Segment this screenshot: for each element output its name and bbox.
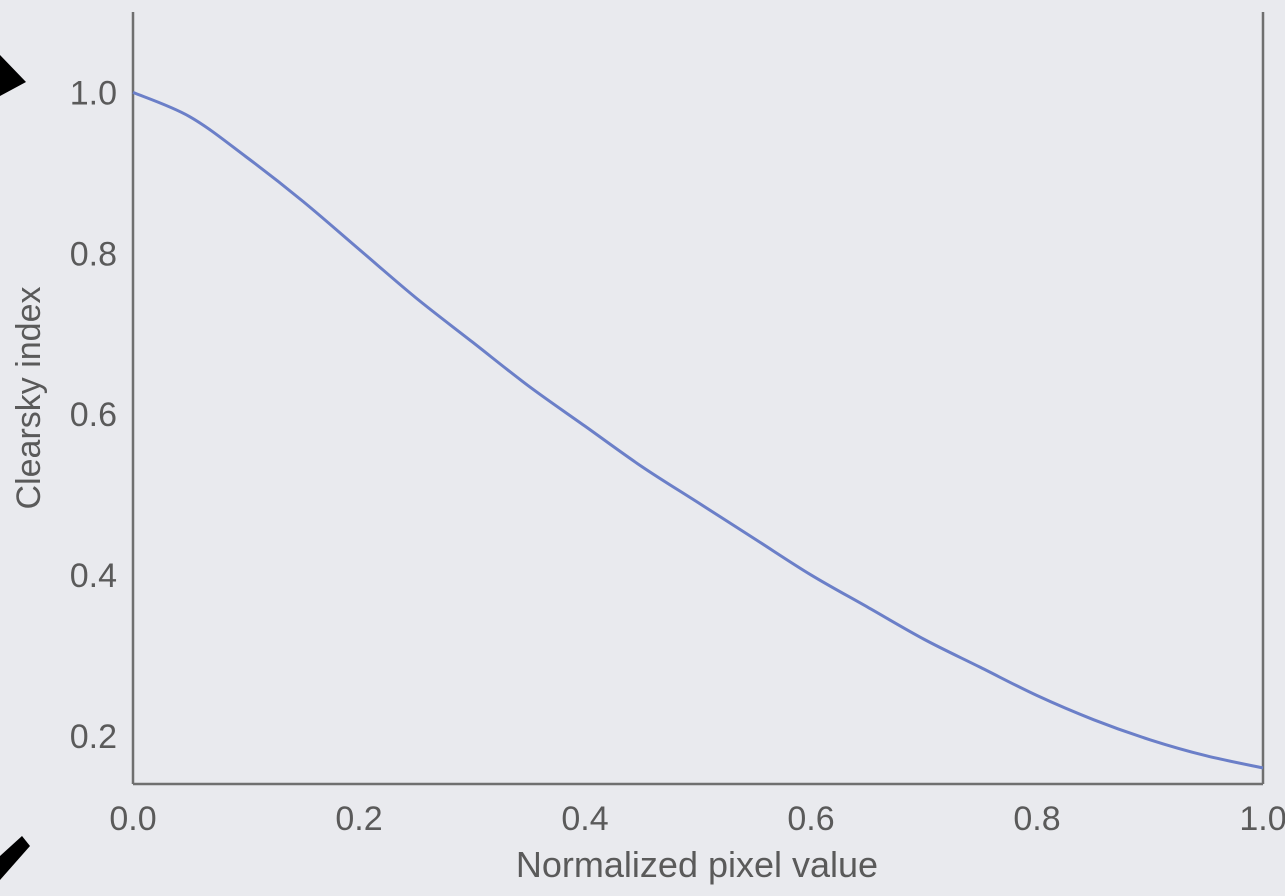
y-axis-label: Clearsky index bbox=[10, 287, 48, 510]
y-tick-label: 0.6 bbox=[70, 396, 117, 434]
series-line bbox=[132, 91, 1264, 770]
x-tick-label: 0.4 bbox=[561, 800, 608, 838]
x-axis-label: Normalized pixel value bbox=[516, 844, 878, 885]
y-tick-label: 1.0 bbox=[70, 74, 117, 112]
x-tick-label: 0.2 bbox=[335, 800, 382, 838]
x-tick-label: 0.0 bbox=[109, 800, 156, 838]
tick-labels: 0.0 0.2 0.4 0.6 0.8 1.0 0.2 0.4 0.6 0.8 1.0 bbox=[70, 74, 1285, 838]
y-tick-label: 0.8 bbox=[70, 235, 117, 273]
axes bbox=[131, 12, 1265, 786]
y-tick-label: 0.2 bbox=[70, 718, 117, 756]
y-tick-label: 0.4 bbox=[70, 557, 117, 595]
series-layer bbox=[132, 91, 1264, 770]
x-tick-label: 0.6 bbox=[787, 800, 834, 838]
x-tick-label: 0.8 bbox=[1013, 800, 1060, 838]
pointer-arrow-icon bbox=[0, 55, 26, 96]
x-tick-label: 1.0 bbox=[1239, 800, 1285, 838]
pointer-arrow-icon bbox=[0, 836, 30, 880]
